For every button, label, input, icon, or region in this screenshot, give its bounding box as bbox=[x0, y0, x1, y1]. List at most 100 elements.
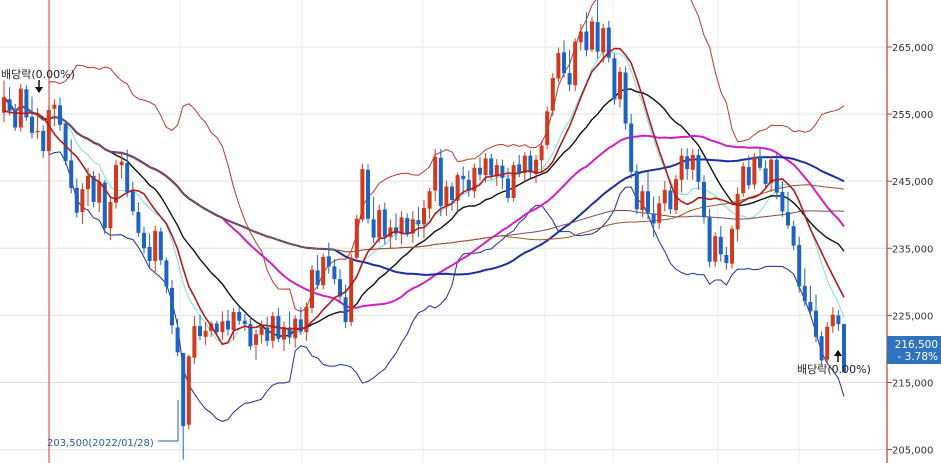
candle-body bbox=[332, 266, 337, 280]
candle-body bbox=[466, 179, 471, 191]
candle-body bbox=[231, 312, 236, 331]
candle-body bbox=[270, 316, 275, 341]
candle-body bbox=[567, 73, 572, 85]
candle-body bbox=[192, 326, 197, 358]
bollinger-upper bbox=[48, 0, 845, 313]
candle-body bbox=[819, 336, 824, 361]
candle-body bbox=[175, 327, 180, 353]
candle-body bbox=[427, 191, 432, 209]
candle-body bbox=[388, 227, 393, 237]
candle-body bbox=[842, 324, 846, 373]
candle-body bbox=[287, 327, 292, 338]
candle-body bbox=[198, 326, 202, 337]
candle-body bbox=[259, 326, 264, 335]
y-tick-label: 235,000 bbox=[892, 244, 933, 255]
candle-body bbox=[752, 157, 757, 185]
candle-body bbox=[142, 232, 146, 249]
candle-body bbox=[52, 104, 57, 109]
candle-body bbox=[735, 193, 740, 230]
candle-body bbox=[746, 167, 751, 186]
candle-body bbox=[366, 169, 370, 219]
candle-body bbox=[433, 157, 438, 191]
candle-body bbox=[662, 189, 667, 204]
candle-body bbox=[237, 312, 242, 321]
candle-body bbox=[550, 77, 555, 111]
candle-body bbox=[80, 189, 85, 213]
candle-body bbox=[136, 212, 141, 233]
low-price-marker bbox=[158, 400, 179, 442]
candle-body bbox=[836, 315, 841, 325]
candle-body bbox=[797, 244, 802, 287]
candle-body bbox=[556, 53, 561, 79]
ma-black bbox=[3, 88, 845, 337]
candle-body bbox=[802, 285, 807, 302]
candle-body bbox=[780, 191, 785, 212]
candle-body bbox=[214, 323, 219, 333]
candle-body bbox=[405, 218, 410, 234]
candle-body bbox=[618, 71, 622, 100]
candle-body bbox=[74, 187, 79, 213]
current-price-change: - 3.78% bbox=[898, 351, 939, 363]
candle-body bbox=[573, 41, 578, 86]
candle-body bbox=[758, 157, 762, 168]
candle-body bbox=[668, 190, 673, 210]
candle-body bbox=[595, 22, 600, 52]
candle-body bbox=[46, 110, 51, 151]
candle-body bbox=[450, 186, 454, 200]
candle-body bbox=[674, 179, 678, 211]
candle-body bbox=[13, 110, 18, 128]
candle-body bbox=[153, 230, 158, 262]
candle-body bbox=[612, 58, 617, 100]
candle-body bbox=[545, 111, 550, 145]
candle-body bbox=[679, 155, 684, 180]
candle-body bbox=[354, 218, 359, 258]
current-price-label: 216,500 bbox=[895, 339, 938, 351]
candle-body bbox=[522, 155, 527, 174]
candle-body bbox=[444, 186, 449, 206]
candle-body bbox=[730, 228, 734, 264]
candle-body bbox=[640, 191, 645, 211]
candle-body bbox=[242, 320, 247, 325]
candle-body bbox=[724, 254, 729, 264]
candle-body bbox=[713, 236, 718, 262]
candle-body bbox=[786, 212, 790, 226]
candle-body bbox=[248, 324, 253, 347]
candle-body bbox=[472, 167, 477, 192]
candle-body bbox=[321, 256, 326, 286]
y-tick-label: 215,000 bbox=[892, 378, 933, 389]
candle-body bbox=[164, 260, 169, 287]
candle-body bbox=[769, 159, 774, 184]
candle-body bbox=[438, 157, 443, 207]
candle-body bbox=[18, 88, 23, 128]
candle-body bbox=[651, 213, 656, 224]
candle-body bbox=[410, 219, 415, 234]
dividend-arrow-left bbox=[35, 80, 43, 93]
candle-body bbox=[349, 257, 354, 323]
candle-body bbox=[265, 327, 270, 341]
candle-body bbox=[41, 130, 46, 151]
candle-body bbox=[371, 219, 376, 238]
candle-body bbox=[517, 164, 522, 174]
moving-averages bbox=[3, 47, 845, 346]
candle-body bbox=[282, 326, 286, 340]
candle-body bbox=[601, 28, 606, 53]
candle-body bbox=[399, 217, 404, 235]
candle-body bbox=[203, 330, 208, 337]
candle-body bbox=[220, 321, 225, 333]
y-tick-label: 225,000 bbox=[892, 311, 933, 322]
candle-body bbox=[534, 159, 538, 173]
candle-body bbox=[7, 99, 12, 111]
candle-body bbox=[646, 191, 650, 213]
candle-body bbox=[119, 161, 124, 166]
candle-body bbox=[461, 175, 466, 180]
y-tick-label: 255,000 bbox=[892, 110, 933, 121]
candle-body bbox=[91, 175, 96, 202]
candle-body bbox=[416, 220, 421, 225]
candle-body bbox=[511, 165, 516, 198]
candle-body bbox=[315, 270, 320, 286]
y-axis: 205,000 215,000 225,000 235,000 245,000 255,0… bbox=[887, 43, 933, 457]
candle-body bbox=[578, 31, 583, 43]
candle-body bbox=[774, 159, 779, 193]
candle-body bbox=[377, 210, 382, 238]
candle-body bbox=[170, 287, 174, 326]
